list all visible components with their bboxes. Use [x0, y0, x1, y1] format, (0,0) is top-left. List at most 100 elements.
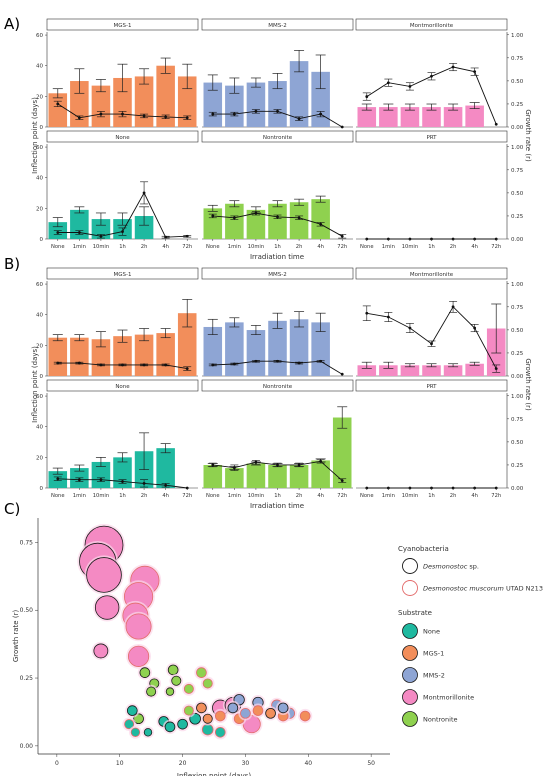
panel-b-bar-facets: MGS-1 0 20 40 60 MMS-2 Montmorillonite 0.00 0.25… [31, 267, 532, 510]
bar [311, 71, 330, 127]
x-tick-label: 10min [402, 493, 418, 499]
scatter-x-tick-label: 50 [367, 760, 375, 767]
bar [156, 65, 175, 127]
scatter-x-tick-label: 30 [242, 760, 250, 767]
facet-title: MMS-2 [268, 23, 286, 29]
rate-point [451, 65, 455, 69]
y-left-tick-label: 0 [40, 374, 44, 380]
bar [289, 61, 309, 128]
y-right-tick-label: 0.25 [511, 102, 524, 108]
facet-title: Montmorillonite [410, 272, 454, 278]
rate-point [408, 326, 412, 330]
rate-point [386, 81, 390, 85]
y-right-tick-label: 1.00 [511, 33, 524, 39]
panel-c-label: C) [4, 500, 20, 518]
bubble-point [202, 678, 213, 689]
y-left-tick-label: 20 [36, 455, 43, 461]
rate-point [297, 361, 301, 365]
x-tick-label: 2h [450, 244, 457, 250]
x-tick-label: 2h [450, 493, 457, 499]
bar [289, 202, 309, 239]
x-tick-label: 4h [471, 244, 478, 250]
y-left-tick-label: 60 [36, 33, 43, 39]
x-tick-label: 72h [182, 493, 192, 499]
facet-strip-nontronite [201, 130, 354, 143]
bar [268, 465, 287, 488]
bar [465, 105, 484, 127]
panel-b-label: B) [4, 255, 20, 273]
bar [268, 81, 287, 127]
bar [246, 209, 266, 239]
bubble-point [94, 595, 120, 620]
x-tick-label: 10min [402, 244, 418, 250]
facet-strip-mms-2 [201, 18, 354, 31]
x-tick-label: 10min [93, 244, 109, 250]
rate-point [99, 363, 103, 367]
bar [311, 460, 330, 488]
bubble-point [202, 713, 213, 724]
rate-point [408, 85, 412, 88]
bar [400, 107, 420, 127]
bar [246, 82, 266, 127]
panel-a-label: A) [4, 15, 20, 33]
bar [134, 216, 154, 239]
bubble-point [127, 645, 150, 667]
bar [422, 365, 441, 376]
bar [203, 465, 223, 488]
facet-strip-prt [355, 130, 508, 143]
rate-point [319, 359, 323, 363]
y-right-tick-label: 0.50 [511, 328, 524, 334]
bubble-point [146, 686, 157, 697]
x-tick-label: 2h [296, 493, 303, 499]
y-right-tick-label: 1.00 [511, 394, 524, 400]
rate-point [56, 477, 60, 481]
y-left-axis-title: Inflection point (days) [31, 97, 39, 174]
rate-point [121, 363, 124, 367]
x-tick-label: None [51, 493, 65, 499]
x-tick-label: 1h [274, 493, 281, 499]
x-tick-label: 4h [317, 244, 324, 250]
rate-point [56, 102, 60, 106]
rate-point [142, 363, 146, 367]
y-right-tick-label: 1.00 [511, 145, 524, 151]
legend-substrate-label: None [423, 627, 440, 635]
x-tick-label: 72h [491, 244, 501, 250]
bar [91, 219, 111, 239]
bubble-point [143, 728, 153, 737]
y-right-tick-label: 0.00 [511, 237, 524, 243]
facet-title: Nontronite [263, 384, 293, 390]
x-tick-label: 4h [317, 493, 324, 499]
rate-point [77, 478, 81, 482]
rate-point [164, 115, 168, 119]
rate-point [254, 359, 258, 363]
bar [113, 336, 132, 376]
rate-point [232, 112, 236, 116]
rate-point [319, 459, 323, 463]
bar [268, 203, 287, 239]
bubble-point [130, 727, 141, 737]
bar [246, 463, 266, 488]
x-axis-title: Irradiation time [250, 502, 304, 510]
scatter-x-axis-title: Inflexion point (days) [177, 772, 251, 776]
x-tick-label: 4h [162, 493, 169, 499]
rate-point [473, 70, 477, 74]
facet-strip-montmorillonite [355, 18, 508, 31]
y-right-tick-label: 0.75 [511, 56, 524, 62]
rate-point [142, 191, 146, 195]
facet-title: PRT [426, 384, 437, 390]
legend-cyano-label: Desmonostoc muscorum UTAD N213 [423, 584, 543, 592]
rate-point [99, 478, 103, 482]
y-left-tick-label: 40 [36, 313, 43, 319]
rate-point [276, 463, 279, 467]
bubble-point [164, 721, 176, 733]
bar [422, 107, 441, 127]
facet-strip-none [46, 130, 199, 143]
y-left-tick-label: 0 [40, 125, 44, 131]
y-left-tick-label: 40 [36, 176, 43, 182]
bar [357, 107, 377, 127]
y-left-tick-label: 60 [36, 145, 43, 151]
bar [48, 337, 68, 376]
y-right-tick-label: 0.50 [511, 440, 524, 446]
bar [70, 337, 89, 376]
panel-c-bubble-scatter: 0 10 20 30 40 50 0.00 0.25 0.50 0.75 Inflexion poi… [12, 518, 543, 776]
